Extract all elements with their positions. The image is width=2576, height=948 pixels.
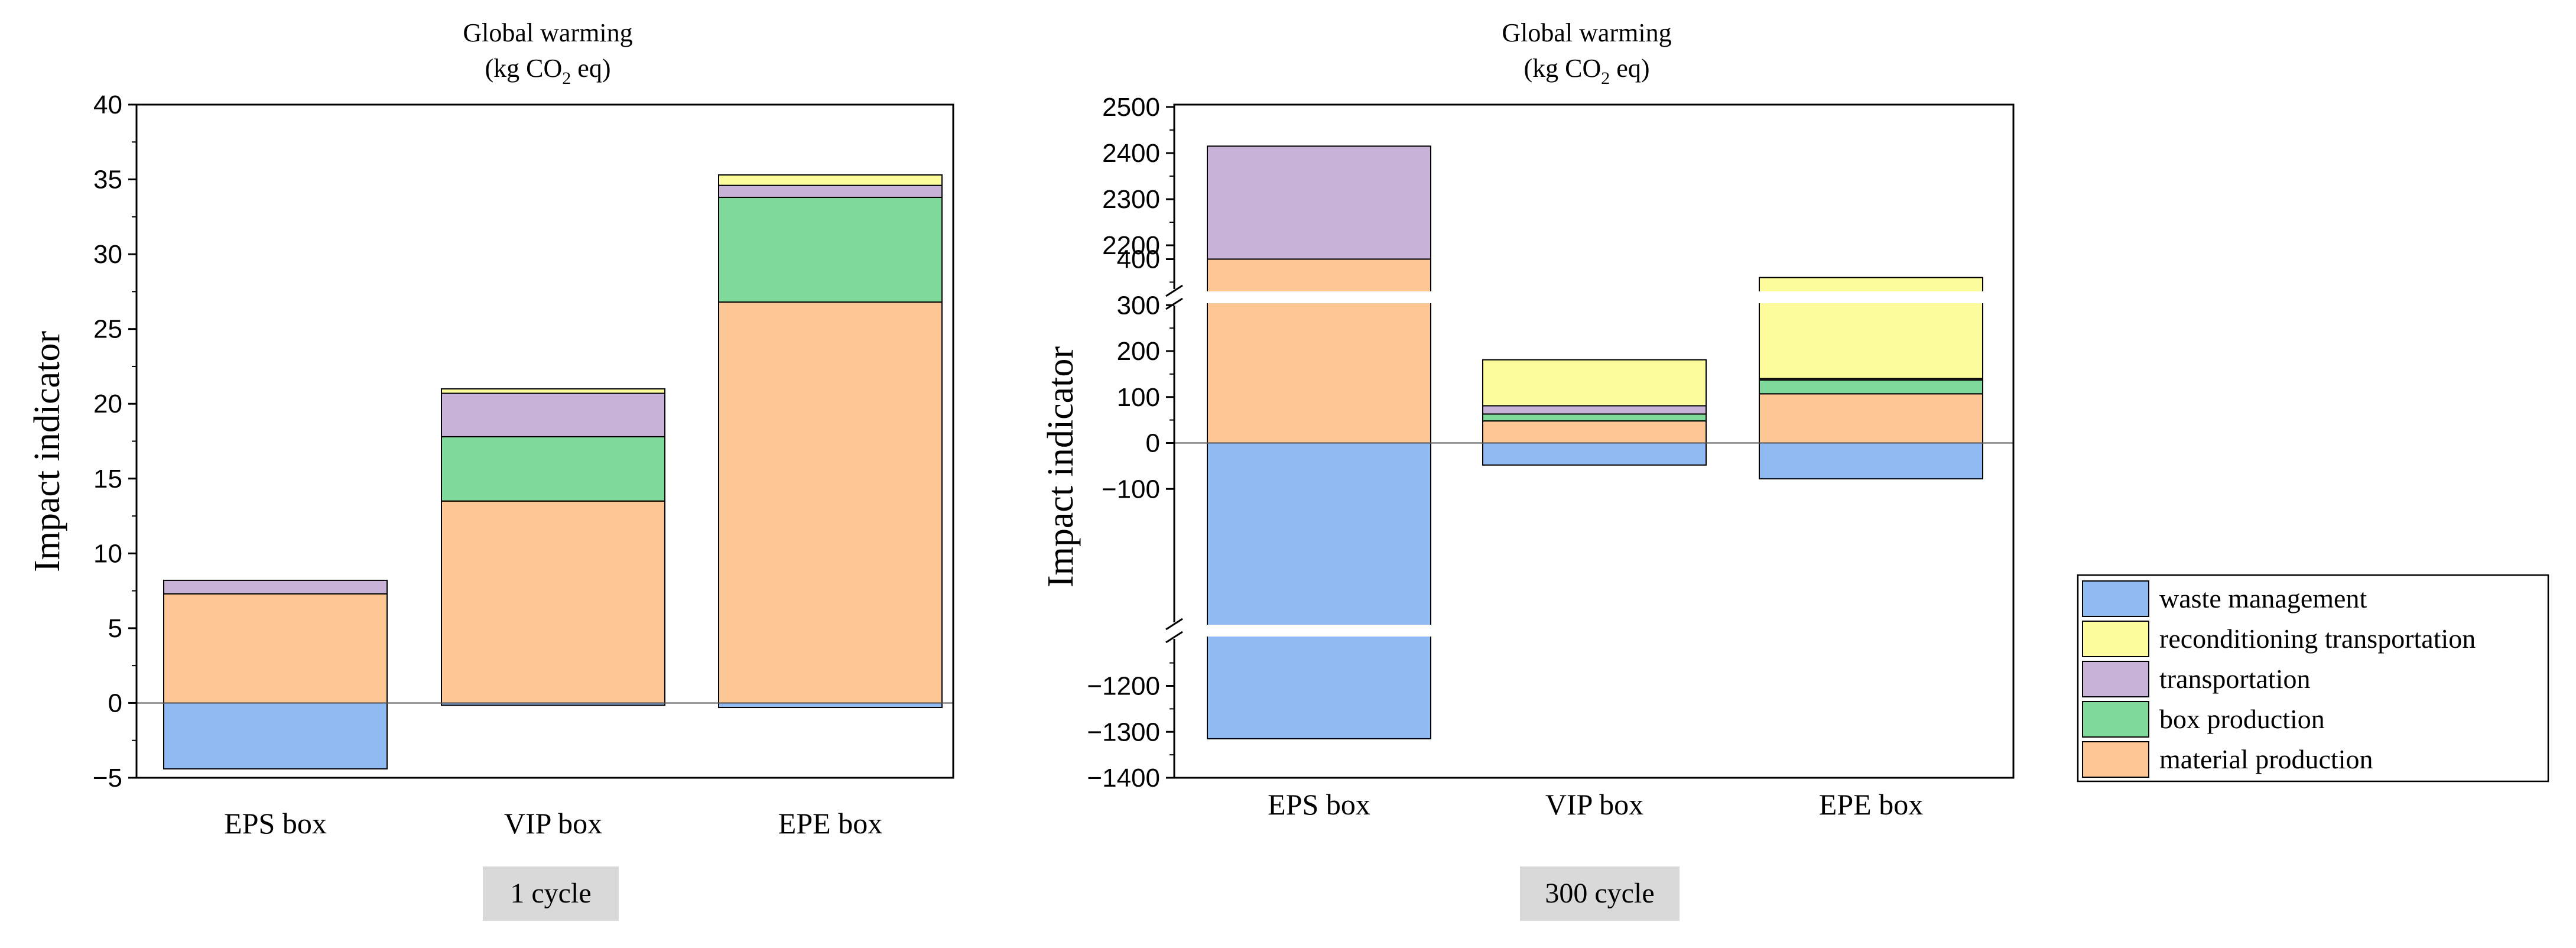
y-tick-label: 2300 <box>1102 185 1160 214</box>
y-tick-label: 30 <box>93 240 122 269</box>
axis-break-gap <box>1181 291 2011 303</box>
y-tick-label: −5 <box>93 764 122 793</box>
y-tick-label: −1400 <box>1087 764 1160 793</box>
chart-right-title: Global warming <box>1502 18 1671 47</box>
legend-label-box-production: box production <box>2159 704 2325 734</box>
bar-eps-box-waste-management <box>1207 442 1431 739</box>
y-tick-label: 20 <box>93 389 122 418</box>
y-tick-label: 200 <box>1117 337 1160 366</box>
y-tick-label: 35 <box>93 165 122 194</box>
bar-vip-box-box-production <box>1482 413 1707 422</box>
y-tick-label: 300 <box>1117 291 1160 320</box>
legend-label-reconditioning-transportation: reconditioning transportation <box>2159 624 2476 654</box>
bar-vip-box-box-production <box>441 436 665 502</box>
bar-eps-box-material-production <box>1207 258 1431 444</box>
bar-vip-box-transportation <box>1482 405 1707 415</box>
bar-eps-box-transportation <box>1207 145 1431 260</box>
y-tick-label: 2200 <box>1102 231 1160 260</box>
legend-label-transportation: transportation <box>2159 664 2311 694</box>
legend-swatch-box-production <box>2082 701 2149 738</box>
y-tick-label: 10 <box>93 539 122 568</box>
chart-right: Global warming (kg CO2 eq) Impact indica… <box>1041 18 2015 921</box>
chart-right-y-axis-label: Impact indicator <box>1041 346 1081 587</box>
bar-vip-box-reconditioning-transportation <box>1482 359 1707 407</box>
chart-left-title: Global warming <box>463 18 632 47</box>
y-tick-label: 15 <box>93 465 122 494</box>
bar-epe-box-waste-management <box>718 702 943 709</box>
axis-break-slash <box>1165 631 1183 644</box>
chart-right-frame <box>1173 103 2015 779</box>
legend-frame <box>2077 574 2549 783</box>
chart-right-subtitle: (kg CO2 eq) <box>1524 54 1650 88</box>
bar-epe-box-waste-management <box>1759 442 1983 480</box>
y-tick-label: 40 <box>93 90 122 119</box>
chart-left: Global warming (kg CO2 eq) Impact indica… <box>27 18 954 921</box>
bar-epe-box-material-production <box>718 301 943 704</box>
chart-left-subtitle: (kg CO2 eq) <box>485 54 611 88</box>
legend: waste management reconditioning transport… <box>2077 574 2549 783</box>
y-tick-label: 2500 <box>1102 93 1160 122</box>
chart-left-y-axis-label: Impact indicator <box>27 331 67 572</box>
bar-eps-box-material-production <box>163 593 388 704</box>
caption-300-cycle: 300 cycle <box>1520 866 1680 921</box>
axis-break-gap <box>1181 625 2011 637</box>
y-tick-label: −1200 <box>1087 672 1160 701</box>
x-tick-label-vip-box: VIP box <box>504 807 602 840</box>
bar-epe-box-reconditioning-transportation <box>718 174 943 186</box>
axis-break-slash <box>1165 297 1183 310</box>
legend-label-waste-management: waste management <box>2159 583 2367 613</box>
x-tick-label-eps-box: EPS box <box>1268 788 1370 821</box>
y-tick-label: 0 <box>108 689 122 718</box>
bar-vip-box-material-production <box>441 500 665 704</box>
y-tick-label: 2400 <box>1102 139 1160 168</box>
bar-eps-box-transportation <box>163 579 388 595</box>
axis-break-slash <box>1165 618 1183 631</box>
legend-swatch-transportation <box>2082 661 2149 697</box>
bar-vip-box-reconditioning-transportation <box>441 388 665 394</box>
x-tick-label-epe-box: EPE box <box>778 807 882 840</box>
y-tick-label: 400 <box>1117 245 1160 274</box>
axis-break-slash <box>1165 284 1183 297</box>
caption-1-cycle: 1 cycle <box>483 866 619 921</box>
bar-vip-box-transportation <box>441 392 665 437</box>
x-tick-label-epe-box: EPE box <box>1819 788 1923 821</box>
bar-epe-box-box-production <box>718 196 943 303</box>
y-tick-label: 25 <box>93 315 122 344</box>
bar-epe-box-transportation <box>718 184 943 198</box>
bar-eps-box-waste-management <box>163 702 388 770</box>
caption-300-cycle-text: 300 cycle <box>1545 878 1654 909</box>
x-tick-label-vip-box: VIP box <box>1545 788 1643 821</box>
bar-vip-box-material-production <box>1482 420 1707 444</box>
y-tick-label: −1300 <box>1087 718 1160 746</box>
bar-epe-box-material-production <box>1759 393 1983 444</box>
y-tick-label: −100 <box>1102 475 1160 504</box>
legend-swatch-reconditioning-transportation <box>2082 621 2149 657</box>
legend-label-material-production: material production <box>2159 744 2373 774</box>
legend-swatch-material-production <box>2082 741 2149 778</box>
bar-vip-box-waste-management <box>1482 442 1707 466</box>
y-tick-label: 100 <box>1117 383 1160 412</box>
y-tick-label: 0 <box>1146 429 1160 458</box>
legend-swatch-waste-management <box>2082 580 2149 617</box>
x-tick-label-eps-box: EPS box <box>224 807 327 840</box>
caption-1-cycle-text: 1 cycle <box>510 878 591 909</box>
y-tick-label: 5 <box>108 614 122 643</box>
bar-epe-box-box-production <box>1759 379 1983 395</box>
